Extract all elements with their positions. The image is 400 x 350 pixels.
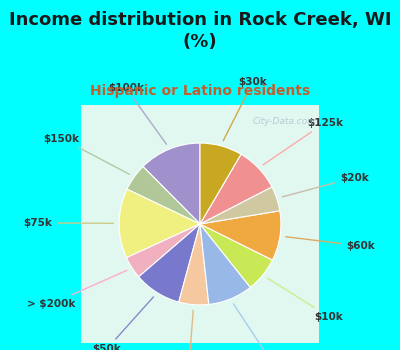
Wedge shape: [200, 187, 280, 224]
Text: Income distribution in Rock Creek, WI
(%): Income distribution in Rock Creek, WI (%…: [9, 10, 391, 51]
Wedge shape: [200, 224, 272, 287]
Wedge shape: [200, 211, 281, 260]
Text: Hispanic or Latino residents: Hispanic or Latino residents: [90, 84, 310, 98]
Wedge shape: [143, 143, 200, 224]
Wedge shape: [200, 143, 241, 224]
Text: > $200k: > $200k: [28, 270, 127, 309]
Wedge shape: [126, 224, 200, 277]
Text: $50k: $50k: [92, 297, 154, 350]
Wedge shape: [139, 224, 200, 302]
Wedge shape: [127, 167, 200, 224]
Text: $100k: $100k: [108, 83, 166, 144]
Wedge shape: [119, 189, 200, 258]
Wedge shape: [179, 224, 209, 305]
Circle shape: [0, 15, 400, 350]
Text: $200k: $200k: [170, 310, 206, 350]
Text: $125k: $125k: [263, 118, 343, 165]
Wedge shape: [200, 154, 272, 224]
Text: $10k: $10k: [268, 278, 344, 322]
Text: $40k: $40k: [234, 304, 285, 350]
Text: $30k: $30k: [223, 77, 268, 141]
Text: $20k: $20k: [282, 173, 369, 197]
Text: $150k: $150k: [44, 134, 129, 174]
Text: $75k: $75k: [24, 218, 114, 228]
Text: $60k: $60k: [286, 237, 375, 251]
Text: City-Data.com: City-Data.com: [252, 117, 316, 126]
Wedge shape: [200, 224, 250, 304]
